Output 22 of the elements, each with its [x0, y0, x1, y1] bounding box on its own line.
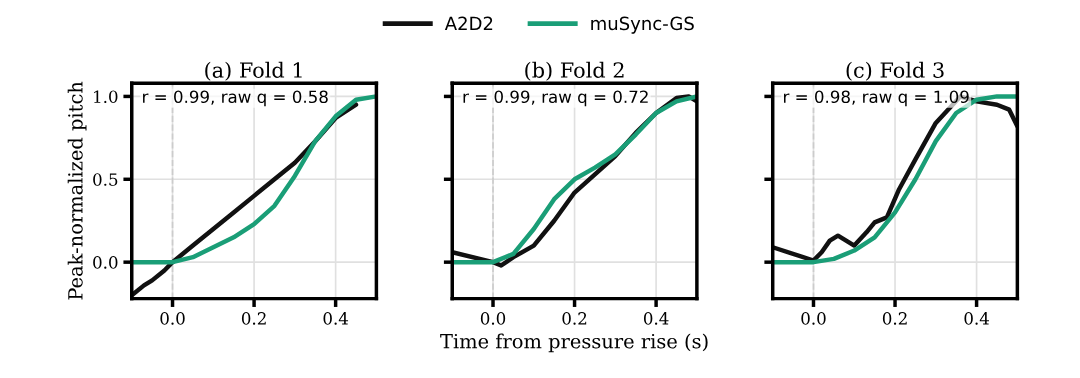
x-tick-label: 0.2 [562, 312, 587, 325]
x-axis-title: Time from pressure rise (s) [440, 333, 708, 353]
x-tick-label: 0.4 [643, 312, 669, 325]
x-tick-label: 0.4 [964, 312, 989, 325]
x-tick-label: 0.0 [480, 312, 506, 325]
y-tick-label: 0.5 [93, 173, 118, 186]
y-tick-label: 1.0 [94, 90, 118, 103]
legend-label: muSync-GS [591, 16, 694, 34]
x-tick-label: 0.4 [323, 312, 349, 325]
x-tick-label: 0.2 [882, 312, 907, 325]
chart-title: (b) Fold 2 [525, 61, 624, 81]
y-axis-title: Peak-normalized pitch [67, 81, 87, 300]
chart-title: (a) Fold 1 [205, 61, 302, 81]
y-tick-label: 0.0 [93, 256, 118, 269]
annotation: r = 0.99, raw q = 0.72 [463, 90, 648, 107]
annotation: r = 0.98, raw q = 1.09 [784, 90, 969, 107]
chart-title: (c) Fold 3 [846, 61, 944, 81]
legend-label: A2D2 [444, 16, 493, 30]
annotation: r = 0.99, raw q = 0.58 [143, 90, 328, 107]
x-tick-label: 0.2 [241, 312, 266, 325]
x-tick-label: 0.0 [160, 312, 185, 325]
x-tick-label: 0.0 [801, 312, 826, 325]
